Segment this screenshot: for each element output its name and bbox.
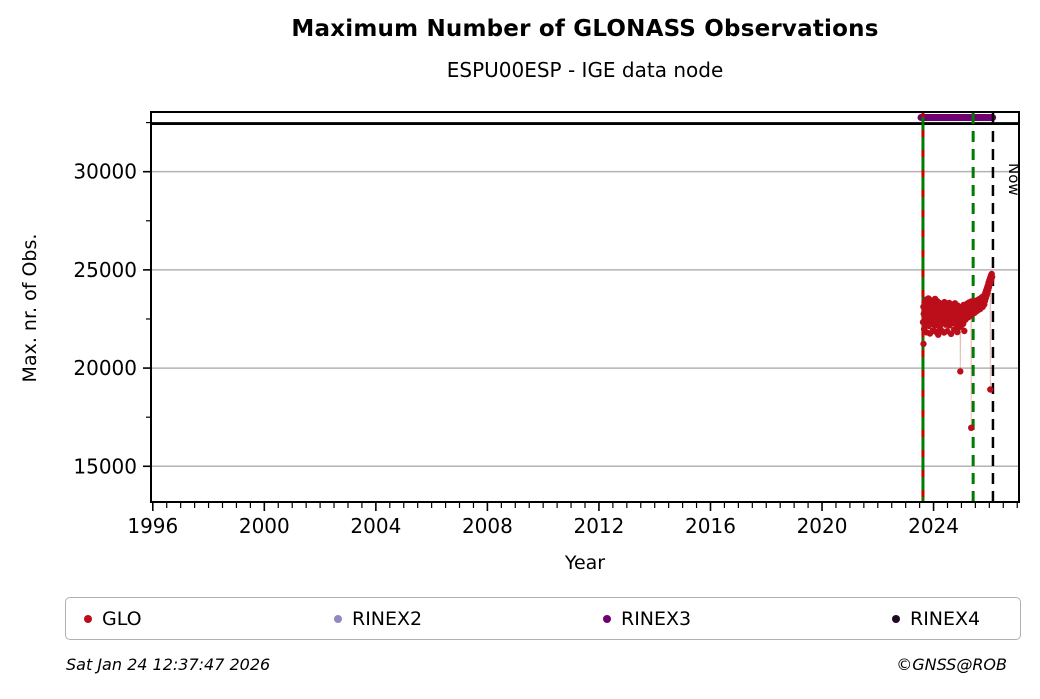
glo-point [957,368,964,375]
glo-point [920,340,927,348]
chart-title: Maximum Number of GLONASS Observations [291,16,879,42]
x-tick-label: 2016 [685,514,736,538]
x-tick-label: 2000 [239,514,290,538]
plot-frame [150,111,1020,503]
generation-timestamp: Sat Jan 24 12:37:47 2026 [66,655,271,674]
glo-point [987,386,994,393]
x-axis-label: Year [564,552,606,574]
y-tick-label: 25000 [73,258,137,282]
x-tick-label: 1996 [127,514,178,538]
y-tick-label: 20000 [73,356,137,380]
y-axis-label: Max. nr. of Obs. [19,233,41,383]
legend-item-rinex2: RINEX2 [334,608,422,630]
legend-item-rinex4: RINEX4 [892,608,980,630]
rinex4-marker-icon [892,614,900,623]
legend-label-glo: GLO [102,607,142,630]
x-tick-label: 2012 [573,514,624,538]
legend-label-rinex4: RINEX4 [910,607,981,630]
y-tick-label: 30000 [73,160,137,184]
legend-item-glo: GLO [84,608,142,630]
legend-label-rinex2: RINEX2 [352,607,423,630]
x-tick-label: 2008 [462,514,513,538]
glo-marker-icon [84,614,92,623]
legend-label-rinex3: RINEX3 [621,607,692,630]
legend-item-rinex3: RINEX3 [603,608,691,630]
x-tick-label: 2024 [908,514,959,538]
x-tick-label: 2004 [350,514,401,538]
glo-point [961,327,968,335]
glo-point [968,424,975,431]
now-annotation: Now [1005,163,1023,196]
chart-canvas: Now 1996 2000 2004 2008 2012 2016 2020 2024 15000… [73,111,1023,538]
chart-subtitle: ESPU00ESP - IGE data node [446,58,724,82]
glo-point [988,273,996,281]
rinex3-marker-icon [603,614,611,623]
chart-legend: GLO RINEX2 RINEX3 RINEX4 [65,597,1021,640]
y-tick-label: 15000 [73,454,137,478]
plot-area: Now 1996 2000 2004 2008 2012 2016 2020 2024 15000… [73,111,1023,538]
x-tick-label: 2020 [797,514,848,538]
rinex2-marker-icon [334,614,342,623]
copyright-credit: ©GNSS@ROB [896,655,1007,674]
